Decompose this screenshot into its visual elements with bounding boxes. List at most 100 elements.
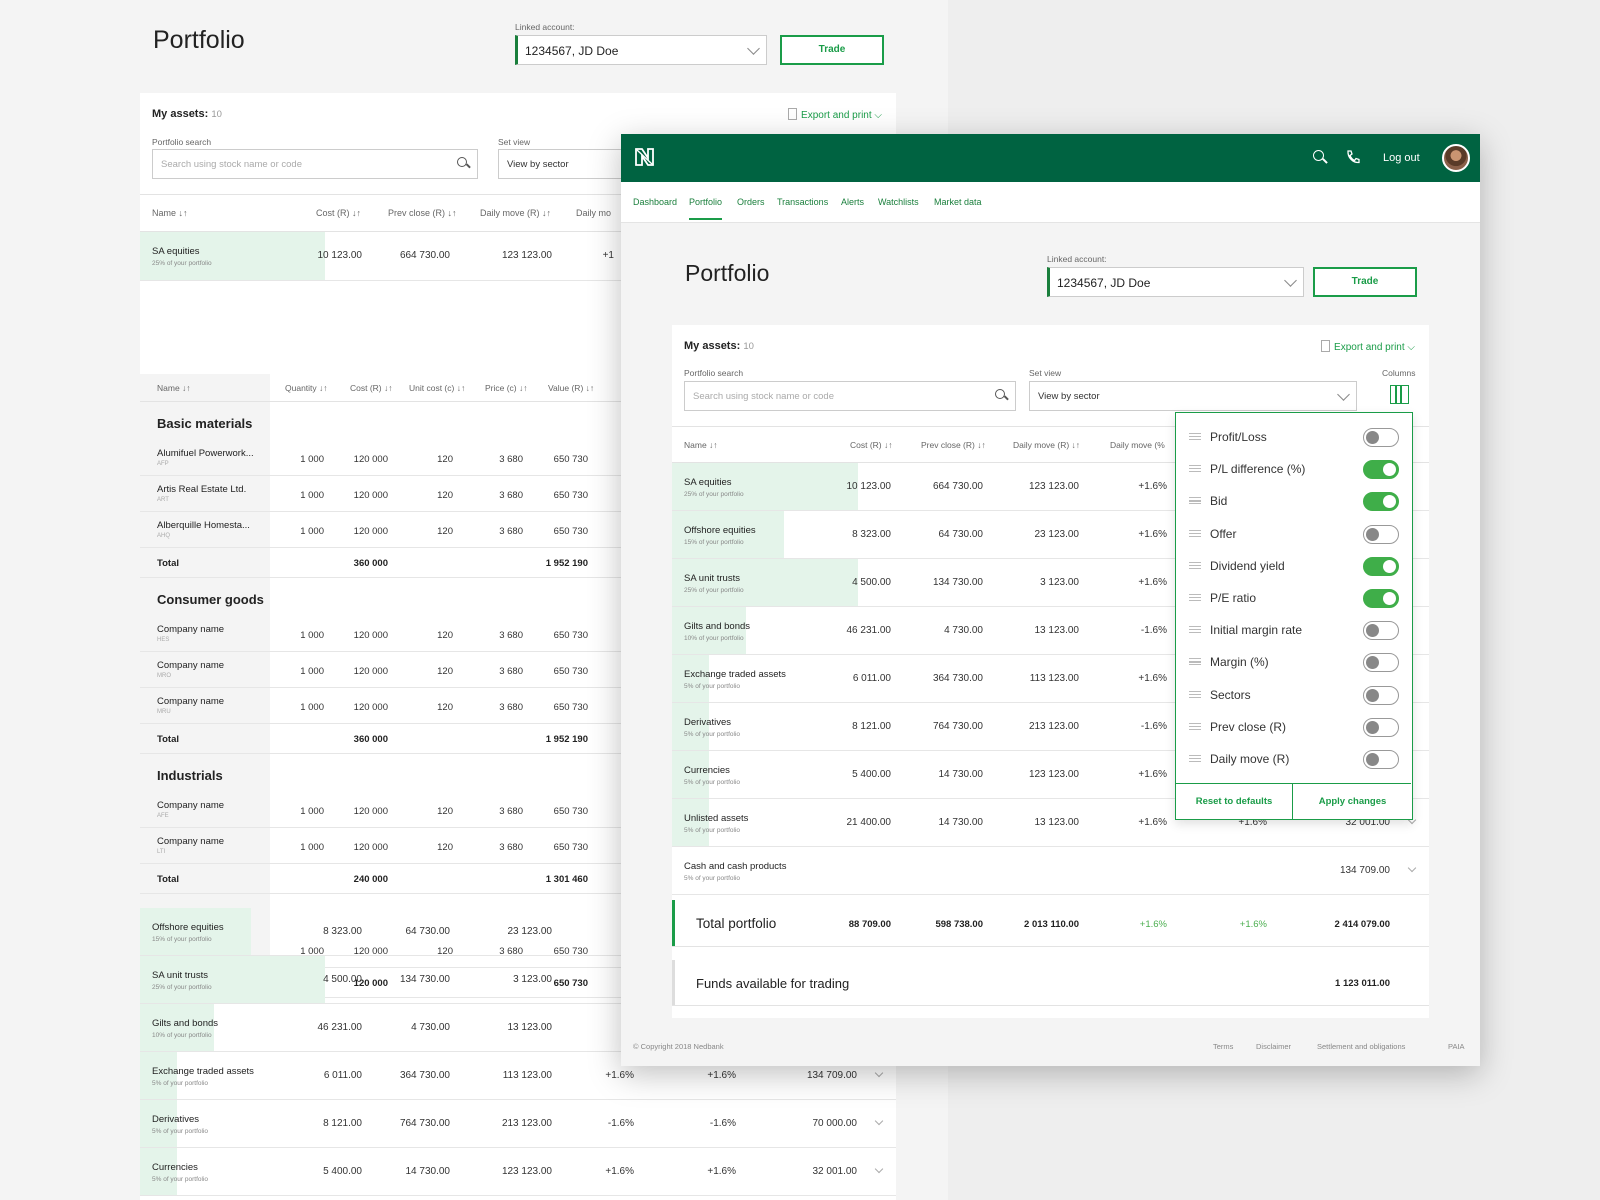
column-option[interactable]: Offer <box>1176 518 1411 550</box>
footer-link-settlement[interactable]: Settlement and obligations <box>1317 1042 1406 1051</box>
table-row[interactable]: Exchange traded assets 5% of your portfol… <box>140 1052 896 1100</box>
table-row[interactable]: SA unit trusts 25% of your portfolio 4 500… <box>672 559 1429 607</box>
reset-defaults-button[interactable]: Reset to defaults <box>1176 784 1293 820</box>
column-option[interactable]: P/E ratio <box>1176 582 1411 614</box>
tab-market-data[interactable]: Market data <box>934 197 982 207</box>
column-option[interactable]: Prev close (R) <box>1176 711 1411 743</box>
toggle-switch[interactable] <box>1363 524 1399 544</box>
toggle-switch[interactable] <box>1363 492 1399 512</box>
sub-col-price[interactable]: Price (c) ↓↑ <box>485 383 528 393</box>
linked-account-select[interactable]: 1234567, JD Doe <box>515 35 767 65</box>
column-option[interactable]: Daily move (R) <box>1176 743 1411 775</box>
table-row[interactable]: Unlisted assets 5% of your portfolio 21 40… <box>672 799 1429 847</box>
drag-handle-icon[interactable] <box>1189 529 1201 537</box>
tab-transactions[interactable]: Transactions <box>777 197 829 207</box>
nedbank-logo-icon[interactable] <box>633 145 657 169</box>
drag-handle-icon[interactable] <box>1189 755 1201 762</box>
drag-handle-icon[interactable] <box>1189 690 1201 698</box>
toggle-switch[interactable] <box>1363 589 1399 608</box>
table-row[interactable]: Currencies 5% of your portfolio 5 400.00 14… <box>140 1148 896 1196</box>
column-option[interactable]: Profit/Loss <box>1176 421 1411 453</box>
tab-watchlists[interactable]: Watchlists <box>878 197 919 207</box>
drag-handle-icon[interactable] <box>1189 722 1201 730</box>
toggle-switch[interactable] <box>1363 685 1399 705</box>
column-option[interactable]: Bid <box>1176 485 1411 517</box>
toggle-switch[interactable] <box>1363 621 1399 641</box>
toggle-switch[interactable] <box>1363 717 1399 737</box>
col-name[interactable]: Name ↓↑ <box>684 440 718 450</box>
toggle-switch[interactable] <box>1363 556 1399 576</box>
col-cost[interactable]: Cost (R) ↓↑ <box>850 440 893 450</box>
toggle-switch[interactable] <box>1363 428 1399 447</box>
drag-handle-icon[interactable] <box>1189 497 1201 505</box>
drag-handle-icon[interactable] <box>1189 561 1201 569</box>
table-row[interactable]: Exchange traded assets 5% of your portfol… <box>672 655 1429 703</box>
sub-col-qty[interactable]: Quantity ↓↑ <box>285 383 328 393</box>
export-print-link[interactable]: Export and print ⌵ <box>788 108 882 121</box>
column-option[interactable]: P/L difference (%) <box>1176 453 1411 485</box>
drag-handle-icon[interactable] <box>1189 626 1201 634</box>
tab-dashboard[interactable]: Dashboard <box>633 197 678 207</box>
columns-icon[interactable] <box>1390 385 1409 404</box>
toggle-switch[interactable] <box>1363 460 1399 480</box>
column-option[interactable]: Sectors <box>1176 679 1411 711</box>
avatar[interactable] <box>1442 144 1470 172</box>
sub-col-cost[interactable]: Cost (R) ↓↑ <box>350 383 393 393</box>
table-row[interactable]: Cash and cash products 5% of your portfol… <box>672 847 1429 895</box>
table-row[interactable]: Derivatives 5% of your portfolio 8 121.00 7… <box>672 703 1429 751</box>
chevron-down-icon[interactable] <box>874 1164 884 1174</box>
column-option[interactable]: Dividend yield <box>1176 550 1411 582</box>
phone-icon[interactable] <box>1345 149 1361 165</box>
footer-link-paia[interactable]: PAIA <box>1448 1042 1465 1051</box>
table-row[interactable]: Derivatives 5% of your portfolio 8 121.00 7… <box>140 1100 896 1148</box>
sub-col-value[interactable]: Value (R) ↓↑ <box>548 383 595 393</box>
table-row[interactable]: Gilts and bonds 10% of your portfolio 46 2… <box>672 607 1429 655</box>
table-row[interactable]: SA equities 25% of your portfolio 10 123… <box>140 232 896 281</box>
set-view-select[interactable]: View by sector <box>1029 381 1357 411</box>
search-input[interactable]: Search using stock name or code <box>684 381 1016 411</box>
search-icon[interactable] <box>995 389 1009 401</box>
column-option[interactable]: Margin (%) <box>1176 646 1411 678</box>
toggle-switch[interactable] <box>1363 653 1399 673</box>
search-icon[interactable] <box>1313 150 1328 164</box>
table-row[interactable]: Gilts and bonds 10% of your portfolio 46 2… <box>140 1004 896 1052</box>
toggle-switch[interactable] <box>1363 750 1399 769</box>
table-row[interactable]: SA unit trusts 25% of your portfolio 4 500… <box>140 956 896 1004</box>
table-row[interactable]: SA equities 25% of your portfolio 10 123.0… <box>672 463 1429 511</box>
chevron-down-icon[interactable] <box>874 1116 884 1126</box>
column-option[interactable]: Initial margin rate <box>1176 614 1411 646</box>
footer-link-terms[interactable]: Terms <box>1213 1042 1234 1051</box>
col-daily-move-pct[interactable]: Daily move (% <box>1110 440 1165 450</box>
col-name[interactable]: Name ↓↑ <box>152 208 188 218</box>
chevron-down-icon[interactable] <box>1407 863 1417 873</box>
table-row[interactable]: Company name LTI 1 000 120 000 120 3 680 650 7… <box>140 828 896 864</box>
col-daily-move[interactable]: Daily move (R) ↓↑ <box>480 208 552 218</box>
table-row[interactable]: Alberquille Homesta... AHQ 1 000 120 000 120… <box>140 512 896 548</box>
drag-handle-icon[interactable] <box>1189 433 1201 440</box>
table-row[interactable]: Alumifuel Powerwork... AFP 1 000 120 000 120… <box>140 440 896 476</box>
logout-link[interactable]: Log out <box>1383 152 1420 164</box>
table-row[interactable]: Currencies 5% of your portfolio 5 400.00 14… <box>672 751 1429 799</box>
export-print-link[interactable]: Export and print ⌵ <box>1321 340 1415 353</box>
search-icon[interactable] <box>457 157 471 169</box>
table-row[interactable]: Artis Real Estate Ltd. ART 1 000 120 000 120… <box>140 476 896 512</box>
col-daily-move-pct[interactable]: Daily mo <box>576 208 612 218</box>
col-prev-close[interactable]: Prev close (R) ↓↑ <box>388 208 457 218</box>
tab-portfolio[interactable]: Portfolio <box>689 197 723 220</box>
chevron-down-icon[interactable] <box>874 1068 884 1078</box>
tab-alerts[interactable]: Alerts <box>841 197 865 207</box>
drag-handle-icon[interactable] <box>1189 594 1201 601</box>
col-cost[interactable]: Cost (R) ↓↑ <box>316 208 361 218</box>
trade-button[interactable]: Trade <box>1313 267 1417 297</box>
table-row[interactable]: Company name MRU 1 000 120 000 120 3 680 650 7… <box>140 688 896 724</box>
sub-col-name[interactable]: Name ↓↑ <box>157 383 191 393</box>
table-row[interactable]: Company name MRO 1 000 120 000 120 3 680 650 7… <box>140 652 896 688</box>
search-input[interactable]: Search using stock name or code <box>152 149 478 179</box>
drag-handle-icon[interactable] <box>1189 465 1201 473</box>
table-row[interactable]: Offshore equities 15% of your portfolio 8 … <box>672 511 1429 559</box>
table-row[interactable]: Company name AFE 1 000 120 000 120 3 680 650 7… <box>140 792 896 828</box>
trade-button[interactable]: Trade <box>780 35 884 65</box>
tab-orders[interactable]: Orders <box>737 197 765 207</box>
apply-changes-button[interactable]: Apply changes <box>1318 796 1387 807</box>
footer-link-disclaimer[interactable]: Disclaimer <box>1256 1042 1292 1051</box>
